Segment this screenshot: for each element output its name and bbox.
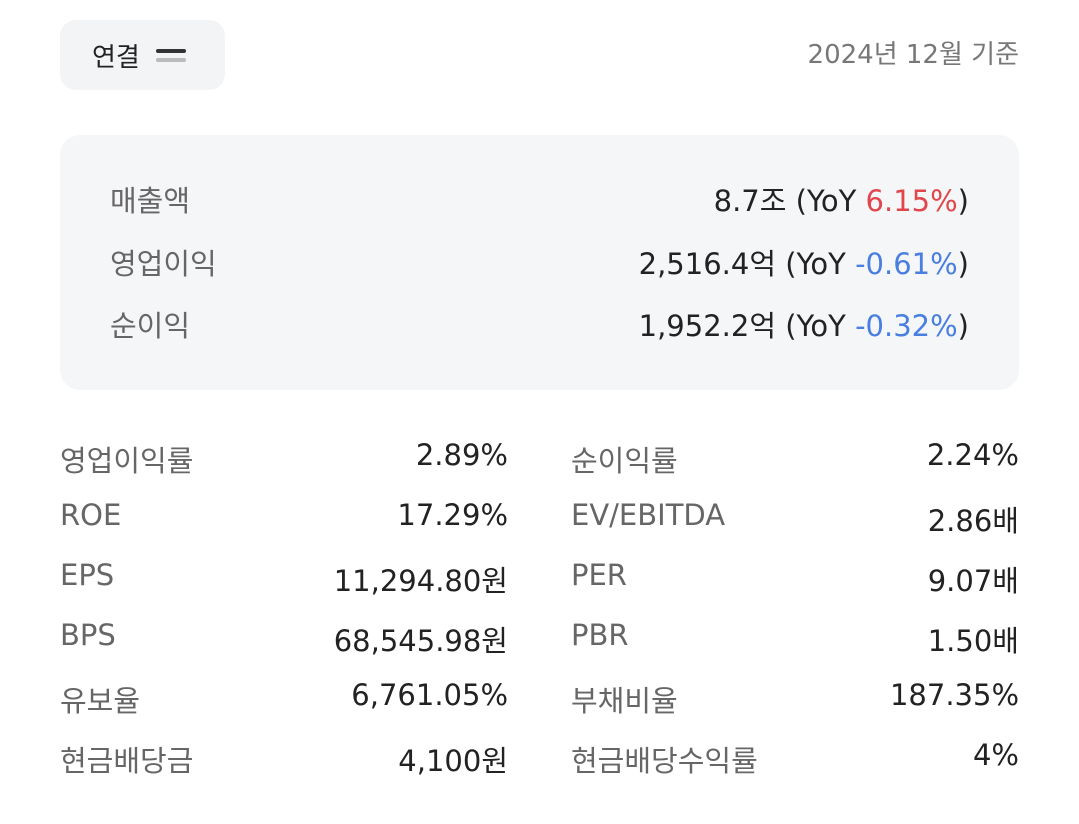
metric-value: 17.29% [397, 498, 508, 532]
metric-row: 현금배당금 4,100원 [60, 738, 508, 798]
metric-row: EPS 11,294.80원 [60, 558, 508, 618]
metric-label: EV/EBITDA [571, 498, 726, 532]
yoy-change: 6.15% [865, 184, 958, 218]
toggle-label: 연결 [92, 42, 140, 73]
metric-value: 1.50배 [927, 624, 1019, 658]
close-paren: ) [957, 309, 969, 343]
metric-value: 2.89% [415, 438, 508, 472]
value: 2,516.4억 [638, 247, 776, 281]
metric-label: 순이익률 [571, 444, 678, 478]
summary-value: 1,952.2억 (YoY -0.32%) [639, 303, 969, 345]
summary-value: 2,516.4억 (YoY -0.61%) [639, 241, 969, 283]
metric-row: 현금배당수익률 4% [571, 738, 1019, 798]
metric-row: PBR 1.50배 [571, 618, 1019, 678]
summary-label: 매출액 [110, 184, 191, 218]
metric-label: 부채비율 [571, 684, 678, 718]
metric-value: 187.35% [889, 678, 1019, 712]
close-paren: ) [957, 247, 969, 281]
value: 8.7조 [713, 184, 787, 218]
yoy-label: (YoY [795, 184, 857, 218]
yoy-label: (YoY [785, 309, 846, 343]
metric-value: 6,761.05% [351, 678, 508, 712]
summary-row: 매출액 8.7조 (YoY 6.15%) [110, 179, 969, 219]
summary-box: 매출액 8.7조 (YoY 6.15%) 영업이익 2,516.4억 (YoY -0.… [60, 135, 1019, 390]
metric-value: 11,294.80원 [333, 564, 508, 598]
yoy-change: -0.32% [855, 309, 958, 343]
metric-label: 영업이익률 [60, 444, 194, 478]
metric-label: 유보율 [60, 684, 141, 718]
summary-row: 영업이익 2,516.4억 (YoY -0.61%) [110, 242, 969, 282]
metric-label: EPS [60, 558, 115, 592]
summary-row: 순이익 1,952.2억 (YoY -0.32%) [110, 304, 969, 344]
toggle-icon [155, 44, 186, 67]
metric-row: 순이익률 2.24% [571, 438, 1019, 498]
metric-row: 부채비율 187.35% [571, 678, 1019, 738]
metric-label: ROE [60, 498, 122, 532]
summary-label: 영업이익 [110, 247, 217, 281]
basis-date: 2024년 12월 기준 [807, 40, 1019, 70]
metric-row: BPS 68,545.98원 [60, 618, 508, 678]
summary-value: 8.7조 (YoY 6.15%) [714, 178, 969, 220]
metric-value: 68,545.98원 [333, 624, 508, 658]
value: 1,952.2억 [638, 309, 776, 343]
metric-row: ROE 17.29% [60, 498, 508, 558]
metric-value: 2.24% [926, 438, 1019, 472]
metric-label: 현금배당수익률 [571, 744, 758, 778]
metric-value: 4,100원 [398, 744, 508, 778]
metric-row: 영업이익률 2.89% [60, 438, 508, 498]
metric-row: 유보율 6,761.05% [60, 678, 508, 738]
metric-value: 4% [972, 738, 1019, 772]
metric-row: EV/EBITDA 2.86배 [571, 498, 1019, 558]
metrics-left: 영업이익률 2.89% ROE 17.29% EPS 11,294.80원 BPS 68,54… [60, 438, 508, 798]
metric-value: 9.07배 [927, 564, 1019, 598]
metric-label: PER [571, 558, 627, 592]
yoy-change: -0.61% [855, 247, 958, 281]
close-paren: ) [957, 184, 969, 218]
metric-label: BPS [60, 618, 116, 652]
summary-label: 순이익 [110, 309, 191, 343]
metric-label: PBR [571, 618, 629, 652]
yoy-label: (YoY [785, 247, 846, 281]
metric-row: PER 9.07배 [571, 558, 1019, 618]
metric-value: 2.86배 [927, 504, 1019, 538]
metric-label: 현금배당금 [60, 744, 194, 778]
consolidated-toggle[interactable]: 연결 [60, 20, 225, 90]
